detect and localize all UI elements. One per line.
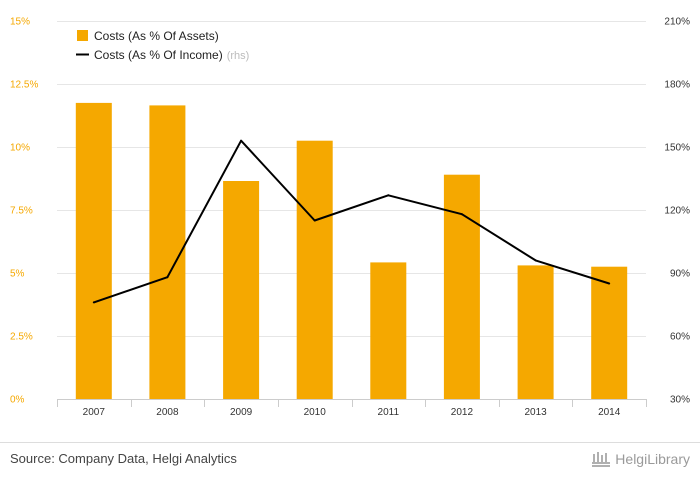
legend-label-income: Costs (As % Of Income) (rhs)	[94, 48, 249, 62]
right-tick-label: 120%	[664, 206, 690, 217]
left-tick-label: 0%	[10, 395, 25, 406]
line-point-2013[interactable]	[534, 259, 537, 262]
left-tick-label: 5%	[10, 269, 25, 280]
legend: Costs (As % Of Assets) Costs (As % Of Inc…	[76, 29, 249, 62]
bar-2007[interactable]	[75, 102, 112, 400]
x-tick-label: 2014	[598, 407, 621, 418]
footer-divider	[0, 442, 700, 443]
line-series	[92, 139, 611, 304]
line-point-2007[interactable]	[92, 301, 95, 304]
bar-2012[interactable]	[443, 174, 480, 399]
left-tick-label: 10%	[10, 143, 30, 154]
right-tick-label: 150%	[664, 143, 690, 154]
gridlines	[57, 21, 646, 337]
library-icon	[592, 452, 611, 467]
left-tick-label: 12.5%	[10, 80, 38, 91]
bar-2011[interactable]	[370, 262, 407, 399]
line-point-2009[interactable]	[240, 139, 243, 142]
line-point-2008[interactable]	[166, 276, 169, 279]
bar-2008[interactable]	[149, 105, 186, 400]
bar-2009[interactable]	[223, 181, 260, 399]
legend-label-income-text: Costs (As % Of Income)	[94, 48, 223, 62]
right-tick-label: 30%	[670, 395, 690, 406]
x-tick-label: 2007	[83, 407, 106, 418]
x-axis-ticks: 2007 2008 2009 2010 2011 2012 2013 2014	[83, 407, 621, 418]
bar-2013[interactable]	[517, 265, 554, 399]
bar-2014[interactable]	[591, 266, 628, 399]
left-tick-label: 15%	[10, 17, 30, 28]
line-point-2011[interactable]	[387, 194, 390, 197]
bar-series	[75, 102, 628, 400]
right-tick-label: 90%	[670, 269, 690, 280]
right-axis-ticks: 30% 60% 90% 120% 150% 180% 210%	[664, 17, 690, 406]
legend-bar-swatch	[77, 30, 88, 41]
line-point-2012[interactable]	[460, 213, 463, 216]
left-tick-label: 2.5%	[10, 332, 33, 343]
line-point-2014[interactable]	[608, 282, 611, 285]
x-axis	[57, 399, 647, 407]
left-tick-label: 7.5%	[10, 206, 33, 217]
income-line[interactable]	[93, 139, 610, 304]
legend-rhs-suffix: (rhs)	[227, 50, 250, 62]
x-tick-label: 2011	[378, 407, 400, 418]
right-tick-label: 60%	[670, 332, 690, 343]
brand-logo[interactable]: HelgiLibrary	[591, 449, 690, 469]
chart: 0% 2.5% 5% 7.5% 10% 12.5% 15% 30% 60% 90% 120% 150…	[10, 17, 690, 419]
source-note: Source: Company Data, Helgi Analytics	[10, 451, 237, 466]
x-tick-label: 2008	[156, 407, 179, 418]
bar-2010[interactable]	[296, 140, 333, 399]
x-tick-label: 2009	[230, 407, 253, 418]
right-tick-label: 180%	[664, 80, 690, 91]
x-tick-label: 2010	[304, 407, 327, 418]
brand-name: HelgiLibrary	[615, 451, 690, 467]
left-axis-ticks: 0% 2.5% 5% 7.5% 10% 12.5% 15%	[10, 17, 38, 406]
x-tick-label: 2013	[524, 407, 547, 418]
legend-label-assets: Costs (As % Of Assets)	[94, 29, 219, 43]
right-tick-label: 210%	[664, 17, 690, 28]
line-point-2010[interactable]	[313, 219, 316, 222]
x-tick-label: 2012	[451, 407, 474, 418]
